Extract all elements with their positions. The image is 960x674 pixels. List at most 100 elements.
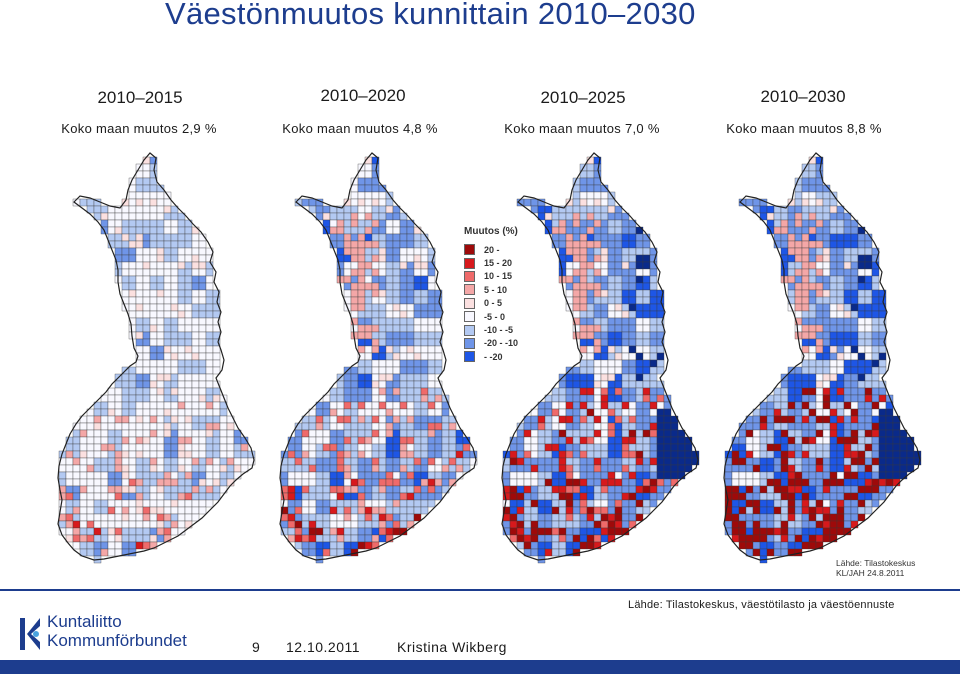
municipality-cell (677, 443, 686, 452)
municipality-cell (107, 492, 116, 501)
municipality-cell (801, 233, 810, 242)
municipality-cell (343, 457, 352, 466)
municipality-cell (135, 506, 144, 515)
municipality-cell (829, 415, 838, 424)
municipality-cell (399, 359, 408, 368)
municipality-cell (759, 499, 768, 508)
municipality-cell (343, 240, 352, 249)
municipality-cell (371, 268, 380, 277)
municipality-cell (621, 380, 630, 389)
municipality-cell (565, 233, 574, 242)
municipality-cell (128, 366, 137, 375)
municipality-cell (871, 366, 880, 375)
municipality-cell (607, 450, 616, 459)
municipality-cell (906, 457, 915, 466)
municipality-cell (343, 506, 352, 515)
municipality-cell (322, 464, 331, 473)
municipality-cell (593, 366, 602, 375)
municipality-cell (621, 422, 630, 431)
municipality-cell (836, 527, 845, 536)
municipality-cell (815, 380, 824, 389)
municipality-cell (212, 408, 221, 417)
municipality-cell (406, 338, 415, 347)
municipality-cell (315, 415, 324, 424)
municipality-cell (385, 499, 394, 508)
municipality-cell (586, 373, 595, 382)
municipality-cell (420, 324, 429, 333)
municipality-cell (649, 296, 658, 305)
municipality-cell (836, 240, 845, 249)
municipality-cell (593, 247, 602, 256)
municipality-cell (628, 429, 637, 438)
municipality-cell (787, 415, 796, 424)
municipality-cell (593, 478, 602, 487)
municipality-cell (121, 436, 130, 445)
municipality-cell (551, 394, 560, 403)
municipality-cell (635, 401, 644, 410)
municipality-cell (128, 394, 137, 403)
municipality-cell (572, 457, 581, 466)
municipality-cell (794, 198, 803, 207)
municipality-cell (219, 464, 228, 473)
municipality-cell (343, 450, 352, 459)
municipality-cell (544, 513, 553, 522)
municipality-cell (892, 457, 901, 466)
municipality-cell (572, 289, 581, 298)
municipality-cell (815, 338, 824, 347)
municipality-cell (649, 443, 658, 452)
municipality-cell (649, 471, 658, 480)
municipality-cell (100, 492, 109, 501)
municipality-cell (635, 254, 644, 263)
municipality-cell (766, 401, 775, 410)
municipality-cell (794, 205, 803, 214)
municipality-cell (399, 254, 408, 263)
municipality-cell (544, 408, 553, 417)
municipality-cell (135, 247, 144, 256)
municipality-cell (815, 443, 824, 452)
municipality-cell (586, 541, 595, 550)
municipality-cell (212, 366, 221, 375)
municipality-cell (822, 219, 831, 228)
municipality-cell (371, 541, 380, 550)
municipality-cell (177, 282, 186, 291)
municipality-cell (794, 261, 803, 270)
municipality-cell (399, 282, 408, 291)
municipality-cell (502, 478, 511, 487)
municipality-cell (149, 289, 158, 298)
municipality-cell (635, 303, 644, 312)
municipality-cell (287, 464, 296, 473)
municipality-cell (205, 317, 214, 326)
municipality-cell (205, 275, 214, 284)
municipality-cell (836, 345, 845, 354)
municipality-cell (787, 506, 796, 515)
municipality-cell (808, 268, 817, 277)
municipality-cell (815, 464, 824, 473)
municipality-cell (572, 422, 581, 431)
municipality-cell (142, 464, 151, 473)
municipality-cell (836, 380, 845, 389)
municipality-cell (329, 541, 338, 550)
municipality-cell (649, 324, 658, 333)
municipality-cell (808, 254, 817, 263)
municipality-cell (759, 485, 768, 494)
municipality-cell (572, 212, 581, 221)
municipality-cell (773, 464, 782, 473)
municipality-cell (593, 415, 602, 424)
municipality-cell (399, 373, 408, 382)
municipality-cell (385, 212, 394, 221)
municipality-cell (100, 450, 109, 459)
municipality-cell (434, 415, 443, 424)
municipality-cell (593, 324, 602, 333)
municipality-cell (427, 268, 436, 277)
municipality-cell (336, 534, 345, 543)
municipality-cell (149, 359, 158, 368)
municipality-cell (420, 366, 429, 375)
municipality-cell (836, 233, 845, 242)
municipality-cell (822, 198, 831, 207)
municipality-cell (163, 198, 172, 207)
municipality-cell (808, 289, 817, 298)
municipality-cell (427, 394, 436, 403)
municipality-cell (86, 499, 95, 508)
municipality-cell (614, 422, 623, 431)
municipality-cell (614, 268, 623, 277)
